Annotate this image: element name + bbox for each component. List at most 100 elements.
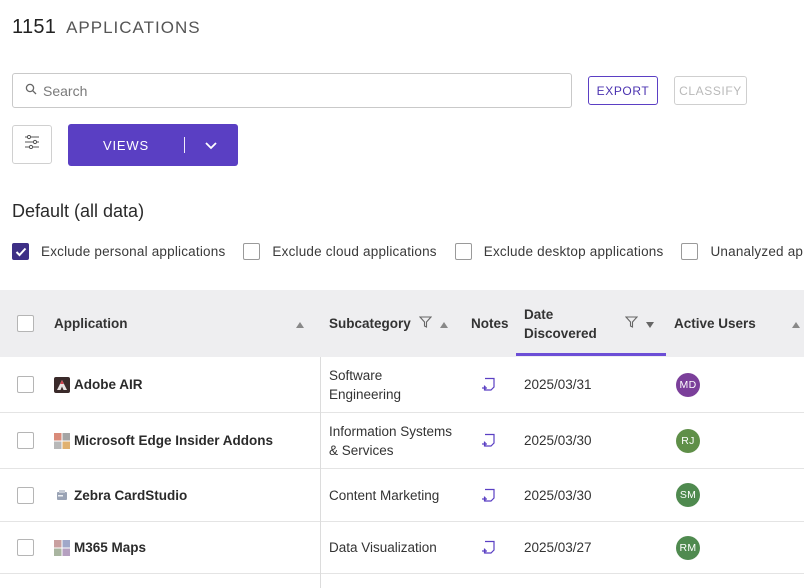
checkbox-label: Exclude desktop applications <box>483 244 664 259</box>
sort-up-icon[interactable] <box>792 316 800 331</box>
checkbox-checked[interactable] <box>12 243 29 260</box>
application-count: 1151 <box>12 16 57 38</box>
column-label-line: Discovered <box>524 325 597 341</box>
date-discovered-cell: 2025/03/30 <box>524 487 592 503</box>
current-view-name: Default (all data) <box>12 201 145 221</box>
subcategory-text: Information Systems <box>329 423 453 439</box>
sliders-icon <box>24 134 40 154</box>
exclude-desktop-checkbox[interactable]: Exclude desktop applications <box>454 243 664 260</box>
chevron-down-icon[interactable] <box>185 141 237 150</box>
table-row[interactable]: Adobe AIR Software Engineering 2025/03/3… <box>0 357 804 413</box>
avatar[interactable]: RM <box>676 535 700 560</box>
subcategory-text: Data Visualization <box>329 540 437 555</box>
subcategory-text: Engineering <box>329 386 402 402</box>
export-button[interactable]: EXPORT <box>588 76 658 105</box>
add-note-icon[interactable] <box>481 469 496 521</box>
filter-icon[interactable] <box>418 316 433 331</box>
column-label-line: Date <box>524 306 554 322</box>
active-users-cell: RJ <box>676 413 700 468</box>
column-label: Date Discovered <box>524 305 597 343</box>
search-input[interactable] <box>43 82 543 99</box>
applications-table: Application Subcategory Notes Date Disco… <box>0 290 804 574</box>
views-button-label: VIEWS <box>103 137 149 153</box>
sort-up-icon[interactable] <box>439 316 448 331</box>
select-all-checkbox[interactable] <box>17 290 34 357</box>
column-active-users[interactable]: Active Users <box>674 290 800 357</box>
checkbox-unchecked[interactable] <box>17 539 34 556</box>
application-name[interactable]: M365 Maps <box>74 540 147 555</box>
add-note-icon[interactable] <box>481 413 496 468</box>
column-divider <box>320 357 321 588</box>
unanalyzed-checkbox[interactable]: Unanalyzed applica <box>681 243 804 260</box>
column-application[interactable]: Application <box>54 290 304 357</box>
application-cell[interactable]: Adobe AIR <box>54 357 143 412</box>
row-checkbox[interactable] <box>17 357 34 412</box>
column-subcategory[interactable]: Subcategory <box>329 290 448 357</box>
zebra-icon <box>54 487 70 503</box>
checkbox-unchecked[interactable] <box>17 432 34 449</box>
active-users-cell: SM <box>676 469 700 521</box>
row-checkbox[interactable] <box>17 413 34 468</box>
checkbox-unchecked[interactable] <box>243 243 261 260</box>
checkbox-unchecked[interactable] <box>17 315 34 332</box>
column-notes[interactable]: Notes <box>471 290 509 357</box>
subcategory-text: & Services <box>329 442 394 458</box>
application-cell[interactable]: Zebra CardStudio <box>54 469 187 521</box>
subcategory-cell: Information Systems & Services <box>329 413 452 468</box>
column-date-discovered[interactable]: Date Discovered <box>524 290 654 357</box>
subcategory-text: Content Marketing <box>329 487 440 503</box>
page-title-label: APPLICATIONS <box>66 18 201 37</box>
table-header: Application Subcategory Notes Date Disco… <box>0 290 804 357</box>
table-row[interactable]: M365 Maps Data Visualization 2025/03/27 … <box>0 522 804 574</box>
checkbox-label: Unanalyzed applica <box>710 244 804 259</box>
exclude-cloud-checkbox[interactable]: Exclude cloud applications <box>243 243 437 260</box>
application-name[interactable]: Zebra CardStudio <box>74 487 188 503</box>
filter-checkboxes: Exclude personal applications Exclude cl… <box>12 243 804 260</box>
row-checkbox[interactable] <box>17 469 34 521</box>
filter-icon[interactable] <box>624 314 639 333</box>
search-box[interactable] <box>12 73 572 108</box>
m365-maps-icon <box>54 539 70 556</box>
add-note-icon[interactable] <box>481 522 496 573</box>
active-users-cell: MD <box>676 357 700 412</box>
checkbox-unchecked[interactable] <box>681 243 699 260</box>
checkbox-unchecked[interactable] <box>17 486 34 504</box>
sort-up-icon[interactable] <box>296 316 304 331</box>
checkbox-unchecked[interactable] <box>454 243 472 260</box>
application-name[interactable]: Adobe AIR <box>74 377 143 392</box>
views-button[interactable]: VIEWS <box>68 124 238 166</box>
date-discovered-cell: 2025/03/27 <box>524 540 592 555</box>
column-label: Notes <box>471 316 509 331</box>
date-discovered-cell: 2025/03/30 <box>524 433 592 448</box>
avatar[interactable]: RJ <box>676 428 700 453</box>
checkbox-label: Exclude cloud applications <box>272 244 437 259</box>
row-checkbox[interactable] <box>17 522 34 573</box>
sort-down-icon[interactable] <box>646 314 654 333</box>
microsoft-icon <box>54 432 70 449</box>
date-discovered-cell: 2025/03/31 <box>524 377 592 392</box>
application-name[interactable]: Microsoft Edge Insider Addons <box>74 433 274 448</box>
views-separator <box>184 137 185 153</box>
classify-button[interactable]: CLASSIFY <box>674 76 747 105</box>
avatar[interactable]: SM <box>676 483 700 507</box>
page-title: 1151 APPLICATIONS <box>12 16 201 39</box>
checkbox-unchecked[interactable] <box>17 376 34 393</box>
column-label: Application <box>54 316 128 331</box>
application-cell[interactable]: M365 Maps <box>54 522 146 573</box>
adobe-air-icon <box>54 376 70 393</box>
table-row[interactable]: Zebra CardStudio Content Marketing 2025/… <box>0 469 804 522</box>
checkbox-label: Exclude personal applications <box>41 244 226 259</box>
table-row[interactable]: Microsoft Edge Insider Addons Informatio… <box>0 413 804 469</box>
active-users-cell: RM <box>676 522 700 573</box>
application-cell[interactable]: Microsoft Edge Insider Addons <box>54 413 273 468</box>
exclude-personal-checkbox[interactable]: Exclude personal applications <box>12 243 225 260</box>
add-note-icon[interactable] <box>481 357 496 412</box>
search-icon <box>25 82 37 100</box>
subcategory-cell: Software Engineering <box>329 357 401 412</box>
avatar[interactable]: MD <box>676 372 700 397</box>
subcategory-text: Software <box>329 367 383 383</box>
subcategory-cell: Content Marketing <box>329 469 439 521</box>
active-sort-indicator <box>516 353 666 356</box>
column-label: Active Users <box>674 316 756 331</box>
filter-settings-button[interactable] <box>12 125 52 164</box>
